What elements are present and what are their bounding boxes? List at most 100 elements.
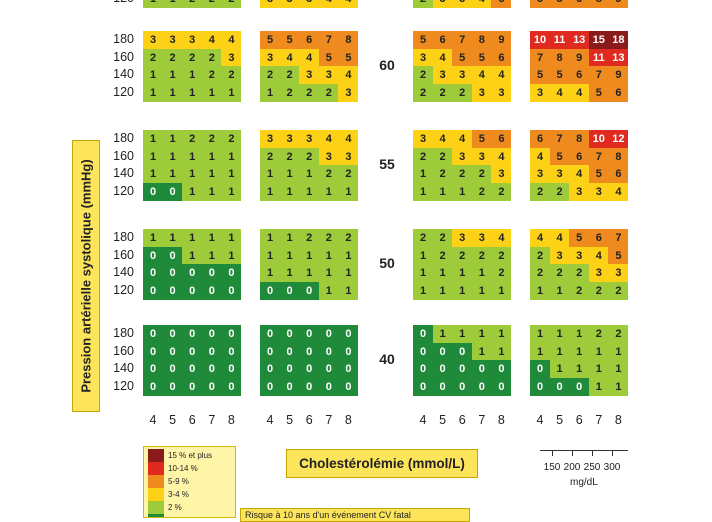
- risk-cell: 8: [471, 31, 492, 49]
- x-tick-label: 5: [556, 413, 564, 427]
- risk-cell: 0: [162, 342, 183, 361]
- x-tick-label: 4: [536, 413, 544, 427]
- risk-cell: 1: [279, 264, 300, 282]
- risk-cell: 3: [530, 83, 550, 102]
- risk-cell: 4: [432, 130, 453, 148]
- risk-cell: 2: [608, 281, 629, 300]
- risk-cell: 2: [471, 182, 492, 201]
- age-label: 55: [379, 156, 395, 172]
- risk-cell: 2: [491, 182, 512, 201]
- risk-cell: 6: [608, 165, 629, 183]
- y-axis-label: Pression artérielle systolique (mmHg): [72, 140, 100, 412]
- x-tick-label: 8: [227, 413, 235, 427]
- risk-cell: 1: [260, 182, 280, 201]
- risk-cell: 1: [413, 246, 433, 265]
- risk-cell: 0: [279, 281, 300, 300]
- risk-cell: 5: [279, 31, 300, 49]
- risk-cell: 1: [299, 165, 320, 183]
- risk-cell: 5: [452, 48, 473, 67]
- legend-label: 5-9 %: [168, 477, 189, 486]
- risk-cell: 0: [413, 342, 433, 361]
- risk-cell: 0: [201, 264, 222, 282]
- risk-cell: 6: [569, 147, 590, 166]
- risk-cell: 1: [143, 130, 163, 148]
- risk-cell: 0: [260, 281, 280, 300]
- risk-cell: 3: [260, 0, 280, 8]
- risk-cell: 6: [530, 130, 550, 148]
- risk-cell: 2: [413, 83, 433, 102]
- risk-cell: 0: [182, 342, 203, 361]
- mgdl-tick-label: 200: [563, 462, 581, 473]
- risk-cell: 0: [491, 360, 512, 378]
- risk-cell: 7: [588, 147, 609, 166]
- risk-cell: 2: [279, 83, 300, 102]
- risk-cell: 4: [338, 0, 359, 8]
- risk-cell: 1: [279, 165, 300, 183]
- risk-cell: 1: [143, 0, 163, 8]
- risk-cell: 10: [530, 31, 550, 49]
- sbp-tick-label: 160: [113, 148, 134, 163]
- risk-cell: 0: [143, 325, 163, 343]
- sbp-tick-label: 140: [113, 265, 134, 279]
- legend: 15 % et plus 10-14 % 5-9 % 3-4 % 2 % 1 %: [143, 446, 236, 518]
- risk-cell: 1: [201, 83, 222, 102]
- risk-cell: 1: [318, 246, 339, 265]
- risk-cell: 1: [182, 147, 203, 166]
- risk-cell: 4: [471, 0, 492, 8]
- risk-cell: 2: [471, 165, 492, 183]
- sbp-tick-label: 120: [113, 84, 134, 99]
- risk-cell: 3: [143, 31, 163, 49]
- risk-cell: 2: [530, 264, 550, 282]
- risk-cell: 3: [452, 229, 473, 247]
- risk-cell: 2: [279, 147, 300, 166]
- x-tick-label: 4: [419, 413, 427, 427]
- risk-cell: 18: [608, 31, 629, 49]
- risk-cell: 2: [318, 165, 339, 183]
- risk-cell: 10: [588, 130, 609, 148]
- risk-cell: 3: [471, 229, 492, 247]
- mgdl-tick-label: 250: [583, 462, 601, 473]
- risk-cell: 1: [162, 0, 183, 8]
- risk-cell: 1: [338, 182, 359, 201]
- risk-cell: 0: [299, 360, 320, 378]
- risk-cell: 2: [201, 48, 222, 67]
- risk-cell: 3: [452, 66, 473, 84]
- risk-cell: 0: [279, 377, 300, 396]
- risk-cell: 2: [413, 0, 433, 8]
- risk-cell: 2: [413, 147, 433, 166]
- risk-cell: 1: [182, 246, 203, 265]
- x-tick-label: 5: [169, 413, 177, 427]
- risk-cell: 1: [182, 229, 203, 247]
- risk-cell: 0: [530, 360, 550, 378]
- footnote: Risque à 10 ans d'un événement CV fatal: [240, 508, 470, 522]
- legend-swatch: [148, 501, 164, 514]
- risk-cell: 0: [413, 325, 433, 343]
- x-tick-label: 5: [439, 413, 447, 427]
- risk-cell: 1: [549, 325, 570, 343]
- risk-cell: 1: [338, 246, 359, 265]
- x-tick-label: 7: [208, 413, 216, 427]
- risk-cell: 2: [491, 246, 512, 265]
- legend-item: 15 % et plus: [144, 449, 235, 462]
- risk-cell: 3: [588, 182, 609, 201]
- risk-cell: 1: [299, 264, 320, 282]
- risk-cell: 3: [260, 130, 280, 148]
- risk-cell: 9: [608, 66, 629, 84]
- risk-cell: 2: [299, 83, 320, 102]
- age-label: 40: [379, 351, 395, 367]
- risk-cell: 5: [608, 246, 629, 265]
- age-label: 60: [379, 57, 395, 73]
- risk-cell: 0: [143, 377, 163, 396]
- mgdl-tick-label: 300: [603, 462, 621, 473]
- risk-cell: 0: [299, 342, 320, 361]
- risk-cell: 1: [491, 281, 512, 300]
- sbp-tick-label: 180: [113, 32, 134, 46]
- risk-cell: 0: [221, 264, 242, 282]
- risk-cell: 0: [162, 182, 183, 201]
- risk-cell: 0: [279, 360, 300, 378]
- risk-cell: 2: [549, 182, 570, 201]
- risk-cell: 5: [530, 0, 550, 8]
- risk-cell: 5: [588, 165, 609, 183]
- risk-cell: 0: [260, 377, 280, 396]
- risk-cell: 2: [201, 130, 222, 148]
